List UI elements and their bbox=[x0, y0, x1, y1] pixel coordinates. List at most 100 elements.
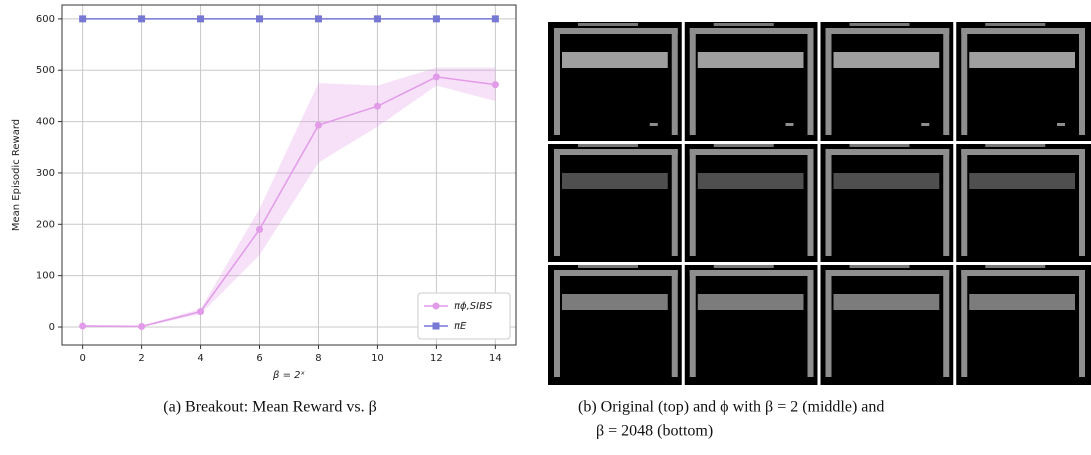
bricks bbox=[969, 52, 1075, 68]
frame-right bbox=[1079, 270, 1085, 377]
legend-box bbox=[417, 292, 511, 340]
y-tick-label: 200 bbox=[36, 219, 55, 230]
frame-left bbox=[961, 28, 968, 135]
x-tick-label: 12 bbox=[430, 353, 443, 364]
paddle bbox=[921, 123, 930, 126]
x-tick-label: 6 bbox=[256, 353, 262, 364]
frame-top bbox=[554, 149, 678, 155]
bricks bbox=[562, 52, 668, 68]
frame-left bbox=[689, 270, 696, 377]
bricks bbox=[969, 173, 1075, 189]
frame-left bbox=[554, 270, 560, 377]
marker bbox=[79, 322, 87, 330]
legend-marker bbox=[432, 322, 440, 330]
marker bbox=[432, 15, 440, 23]
legend-label: πϕ,SIBS bbox=[454, 301, 493, 312]
marker bbox=[197, 308, 205, 316]
frame-top bbox=[961, 28, 1085, 34]
frame-top bbox=[961, 270, 1085, 276]
marker bbox=[432, 73, 440, 81]
marker bbox=[491, 81, 499, 89]
y-tick-label: 400 bbox=[36, 117, 55, 128]
series-line bbox=[82, 76, 496, 328]
col-gap bbox=[817, 22, 821, 385]
frame-right bbox=[1079, 149, 1085, 256]
frame-left bbox=[961, 149, 968, 256]
frame-top bbox=[689, 28, 814, 34]
frame-left bbox=[554, 149, 560, 256]
caption-b: (b) Original (top) and ϕ with β = 2 (mid… bbox=[578, 399, 884, 416]
bricks bbox=[969, 294, 1075, 310]
frame-left bbox=[825, 28, 832, 135]
bricks bbox=[562, 173, 668, 189]
marker bbox=[256, 225, 264, 233]
paddle bbox=[785, 123, 794, 126]
plot-frame bbox=[61, 4, 517, 346]
frame-top bbox=[689, 270, 814, 276]
marker bbox=[491, 15, 499, 23]
caption-b: β = 2048 (bottom) bbox=[596, 423, 713, 440]
frame-left bbox=[961, 270, 968, 377]
score bbox=[713, 265, 774, 268]
score bbox=[578, 265, 638, 268]
score bbox=[713, 23, 774, 26]
x-axis-label: β = 2ˣ bbox=[272, 370, 305, 381]
y-axis-label: Mean Episodic Reward bbox=[11, 119, 22, 231]
score bbox=[578, 23, 638, 26]
frame-top bbox=[825, 28, 950, 34]
bricks bbox=[697, 173, 804, 189]
frame-left bbox=[825, 149, 832, 256]
frame-top bbox=[961, 149, 1085, 155]
frame-right bbox=[671, 149, 678, 256]
marker bbox=[256, 15, 264, 23]
paddle bbox=[1057, 123, 1065, 126]
frame-right bbox=[1079, 28, 1085, 135]
frame-left bbox=[689, 149, 696, 256]
marker bbox=[314, 15, 322, 23]
bricks bbox=[562, 294, 668, 310]
bricks bbox=[833, 294, 940, 310]
caption-a: (a) Breakout: Mean Reward vs. β bbox=[163, 399, 376, 416]
frame-top bbox=[554, 28, 678, 34]
confidence-band bbox=[82, 67, 496, 328]
score bbox=[578, 144, 638, 147]
marker bbox=[373, 15, 381, 23]
frame-right bbox=[807, 270, 814, 377]
bricks bbox=[697, 294, 804, 310]
y-tick-label: 0 bbox=[49, 322, 55, 333]
legend-label: πE bbox=[454, 321, 467, 332]
frame-right bbox=[671, 270, 678, 377]
legend-marker bbox=[432, 302, 440, 310]
x-tick-label: 14 bbox=[489, 353, 502, 364]
frame-top bbox=[689, 149, 814, 155]
paddle bbox=[649, 123, 658, 126]
marker bbox=[314, 121, 322, 129]
score bbox=[985, 265, 1046, 268]
score bbox=[985, 144, 1046, 147]
frame-right bbox=[807, 28, 814, 135]
frame-right bbox=[943, 270, 950, 377]
y-tick-label: 500 bbox=[36, 65, 55, 76]
col-gap bbox=[681, 22, 685, 385]
score bbox=[849, 144, 910, 147]
y-tick-label: 100 bbox=[36, 271, 55, 282]
frame-right bbox=[943, 28, 950, 135]
frame-top bbox=[825, 270, 950, 276]
y-tick-label: 600 bbox=[36, 14, 55, 25]
score bbox=[985, 23, 1046, 26]
bricks bbox=[833, 52, 940, 68]
bricks bbox=[697, 52, 804, 68]
frame-left bbox=[554, 28, 560, 135]
marker bbox=[138, 15, 146, 23]
x-tick-label: 8 bbox=[315, 353, 321, 364]
marker bbox=[79, 15, 87, 23]
score bbox=[849, 265, 910, 268]
frame-top bbox=[825, 149, 950, 155]
x-tick-label: 4 bbox=[197, 353, 203, 364]
frame-right bbox=[671, 28, 678, 135]
score bbox=[713, 144, 774, 147]
x-tick-label: 10 bbox=[371, 353, 384, 364]
score bbox=[849, 23, 910, 26]
